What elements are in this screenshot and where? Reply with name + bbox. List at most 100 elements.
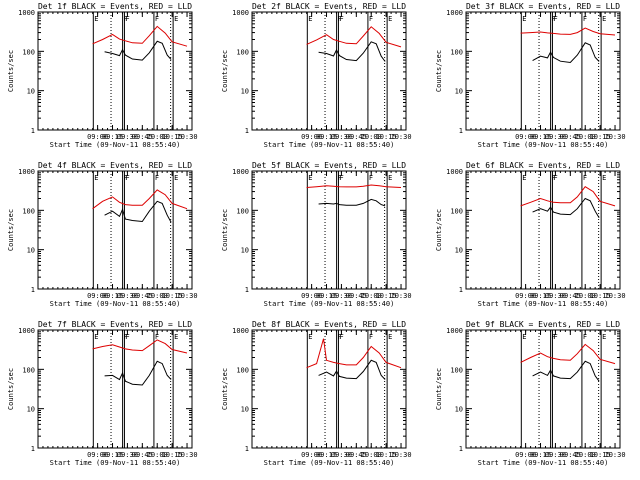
y-tick-label: 1 xyxy=(459,445,463,453)
x-tick-label: 10:15 xyxy=(376,292,397,300)
flag-marker-label: F xyxy=(339,174,343,182)
x-tick-label: 09:30 xyxy=(117,451,138,459)
x-axis-label: Start Time (09-Nov-11 08:55:40) xyxy=(264,300,395,308)
plot-frame xyxy=(465,11,621,131)
x-tick-label: 09:45 xyxy=(560,133,581,141)
y-tick-label: 10 xyxy=(27,247,35,255)
panel-2: Det 2f BLACK = Events, RED = LLD 1 10 100 10… xyxy=(221,2,412,149)
flag-marker-label: F xyxy=(338,174,342,182)
x-tick-label: 10:00 xyxy=(361,133,382,141)
x-tick-label: 10:15 xyxy=(590,451,611,459)
x-tick-label: 10:00 xyxy=(147,292,168,300)
y-tick-label: 100 xyxy=(450,207,463,215)
plot-frame xyxy=(251,170,407,290)
y-tick-label: 100 xyxy=(236,207,249,215)
y-tick-label: 1000 xyxy=(446,9,463,17)
y-tick-label: 10 xyxy=(241,88,249,96)
x-tick-label: 10:00 xyxy=(575,451,596,459)
lld-series-line xyxy=(306,338,402,369)
y-tick-label: 1 xyxy=(459,127,463,135)
x-tick-label: 09:00 xyxy=(301,133,322,141)
x-tick-label: 10:30 xyxy=(604,292,625,300)
panel-1: Det 1f BLACK = Events, RED = LLD 1 10 100 10… xyxy=(7,2,198,149)
x-tick-label: 10:30 xyxy=(176,451,197,459)
y-tick-label: 100 xyxy=(22,366,35,374)
y-tick-label: 1000 xyxy=(18,168,35,176)
flag-marker-label: F xyxy=(338,333,342,341)
lld-series-line xyxy=(520,343,616,365)
flag-marker-label: E xyxy=(602,333,606,341)
y-axis-label: Counts/sec xyxy=(221,209,229,251)
x-tick-label: 10:30 xyxy=(390,133,411,141)
x-tick-label: 10:00 xyxy=(147,133,168,141)
flag-marker-label: F xyxy=(125,15,129,23)
flag-marker-label: F xyxy=(583,174,587,182)
x-axis-label: Start Time (09-Nov-11 08:55:40) xyxy=(50,459,181,467)
plot-frame xyxy=(465,170,621,290)
y-tick-label: 100 xyxy=(22,48,35,56)
flag-marker-label: F xyxy=(124,174,128,182)
flag-marker-label: E xyxy=(174,174,178,182)
panel-5: Det 5f BLACK = Events, RED = LLD 1 10 100 10… xyxy=(221,161,412,308)
x-tick-label: 09:30 xyxy=(545,292,566,300)
lld-series-line xyxy=(92,25,188,47)
x-tick-label: 09:30 xyxy=(331,292,352,300)
flag-marker-label: E xyxy=(388,15,392,23)
x-tick-label: 09:45 xyxy=(346,292,367,300)
x-tick-label: 10:00 xyxy=(147,451,168,459)
y-tick-label: 1 xyxy=(31,127,35,135)
x-tick-label: 09:15 xyxy=(316,451,337,459)
flag-marker-label: F xyxy=(369,333,373,341)
x-axis-label: Start Time (09-Nov-11 08:55:40) xyxy=(264,141,395,149)
x-tick-label: 09:30 xyxy=(331,133,352,141)
lld-series-line xyxy=(92,189,188,210)
flag-marker-label: F xyxy=(552,333,556,341)
flag-marker-label: F xyxy=(369,174,373,182)
x-tick-label: 10:00 xyxy=(361,451,382,459)
flag-marker-label: F xyxy=(583,15,587,23)
x-tick-label: 09:00 xyxy=(515,292,536,300)
y-tick-label: 100 xyxy=(236,48,249,56)
flag-marker-label: F xyxy=(339,333,343,341)
x-tick-label: 10:15 xyxy=(590,133,611,141)
events-series-line xyxy=(318,198,386,207)
x-axis-label: Start Time (09-Nov-11 08:55:40) xyxy=(50,141,181,149)
x-tick-label: 09:15 xyxy=(530,451,551,459)
y-tick-label: 10 xyxy=(455,88,463,96)
flag-marker-label: F xyxy=(124,15,128,23)
plot-frame xyxy=(37,11,193,131)
events-series-line xyxy=(532,197,600,218)
panel-title: Det 2f BLACK = Events, RED = LLD xyxy=(252,2,406,11)
flag-marker-label: F xyxy=(125,333,129,341)
flag-marker-label: F xyxy=(553,333,557,341)
y-tick-label: 1 xyxy=(31,286,35,294)
y-tick-label: 10 xyxy=(241,247,249,255)
flag-marker-label: F xyxy=(339,15,343,23)
flag-marker-label: E xyxy=(522,333,526,341)
y-tick-label: 1000 xyxy=(232,168,249,176)
x-tick-label: 10:30 xyxy=(390,451,411,459)
y-tick-label: 1 xyxy=(245,445,249,453)
x-tick-label: 09:30 xyxy=(117,133,138,141)
y-tick-label: 10 xyxy=(455,406,463,414)
lld-series-line xyxy=(306,184,402,188)
x-tick-label: 09:45 xyxy=(132,292,153,300)
y-tick-label: 1000 xyxy=(232,327,249,335)
panel-title: Det 3f BLACK = Events, RED = LLD xyxy=(466,2,620,11)
x-tick-label: 09:00 xyxy=(301,451,322,459)
lld-series-line xyxy=(520,27,616,36)
events-series-line xyxy=(104,200,172,223)
x-tick-label: 10:15 xyxy=(162,133,183,141)
y-tick-label: 1 xyxy=(459,286,463,294)
panel-title: Det 9f BLACK = Events, RED = LLD xyxy=(466,320,620,329)
x-axis-label: Start Time (09-Nov-11 08:55:40) xyxy=(478,141,609,149)
x-tick-label: 09:15 xyxy=(102,292,123,300)
y-tick-label: 1 xyxy=(245,127,249,135)
x-tick-label: 10:00 xyxy=(361,292,382,300)
x-tick-label: 10:15 xyxy=(162,292,183,300)
x-tick-label: 10:30 xyxy=(604,451,625,459)
y-tick-label: 10 xyxy=(27,406,35,414)
panel-title: Det 7f BLACK = Events, RED = LLD xyxy=(38,320,192,329)
events-series-line xyxy=(104,40,172,61)
flag-marker-label: E xyxy=(94,333,98,341)
